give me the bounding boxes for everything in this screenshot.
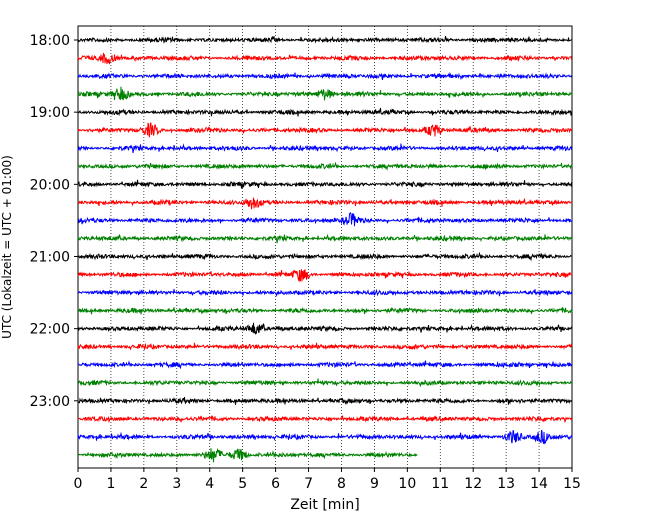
seismic-trace	[77, 429, 573, 445]
x-tick-label: 11	[431, 476, 449, 492]
seismic-trace	[77, 414, 573, 423]
y-axis-label: UTC (Lokalzeit = UTC + 01:00)	[0, 155, 14, 339]
seismic-trace	[77, 342, 573, 351]
x-axis-ticks: 0 1 2 3 4 5 6 7 8 9 10 11 12 13 14 15	[74, 468, 581, 492]
seismic-traces	[77, 35, 573, 463]
y-tick-label: 21:00	[30, 249, 70, 265]
x-tick-label: 0	[74, 476, 83, 492]
x-tick-label: 7	[304, 476, 313, 492]
seismic-trace	[77, 143, 573, 154]
seismic-trace	[77, 122, 573, 138]
seismic-trace	[77, 161, 573, 171]
seismic-trace	[77, 179, 573, 189]
y-tick-label: 19:00	[30, 105, 70, 121]
seismic-trace	[77, 35, 573, 44]
seismic-trace	[77, 448, 418, 463]
y-axis-ticks: 18:00 19:00 20:00 21:00 22:00 23:00	[30, 33, 78, 410]
y-tick-label: 22:00	[30, 322, 70, 338]
seismic-trace	[77, 378, 573, 388]
seismic-trace	[77, 197, 573, 210]
x-tick-label: 6	[271, 476, 280, 492]
seismic-trace	[77, 86, 573, 101]
x-tick-label: 14	[530, 476, 548, 492]
seismic-trace	[77, 306, 573, 315]
seismic-trace	[77, 269, 573, 283]
x-tick-label: 2	[139, 476, 148, 492]
x-tick-label: 10	[398, 476, 416, 492]
seismic-trace	[77, 107, 573, 117]
seismic-trace	[77, 52, 573, 65]
x-tick-label: 4	[205, 476, 214, 492]
x-tick-label: 3	[172, 476, 181, 492]
seismic-trace	[77, 251, 573, 262]
y-tick-label: 18:00	[30, 33, 70, 49]
x-tick-label: 9	[370, 476, 379, 492]
seismic-trace	[77, 212, 573, 227]
x-axis-label: Zeit [min]	[290, 497, 359, 513]
x-tick-label: 5	[238, 476, 247, 492]
seismic-trace	[77, 396, 573, 405]
seismic-trace	[77, 322, 573, 336]
seismic-trace	[77, 71, 573, 81]
seismic-trace	[77, 233, 573, 244]
x-tick-label: 12	[464, 476, 482, 492]
x-tick-label: 1	[106, 476, 115, 492]
y-tick-label: 23:00	[30, 394, 70, 410]
x-tick-label: 8	[337, 476, 346, 492]
x-tick-label: 13	[497, 476, 515, 492]
seismic-trace	[77, 360, 572, 370]
y-tick-label: 20:00	[30, 177, 70, 193]
x-tick-label: 15	[563, 476, 581, 492]
seismic-trace	[77, 288, 573, 297]
